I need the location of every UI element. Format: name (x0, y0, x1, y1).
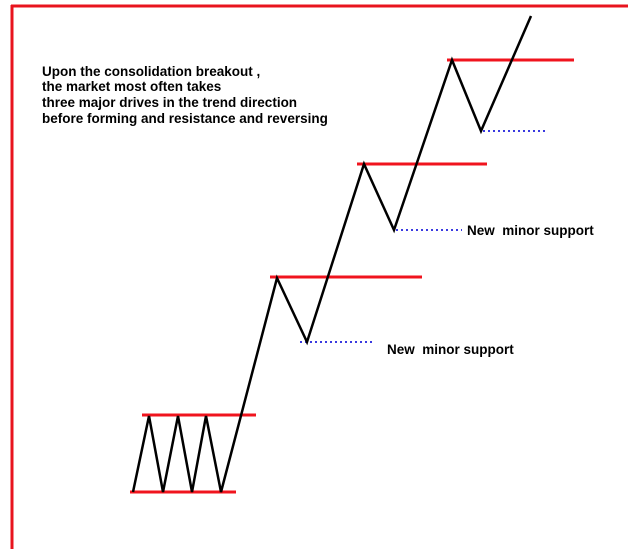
description-line: the market most often takes (42, 79, 221, 94)
support-lines (300, 130, 545, 343)
support-label: New minor support (387, 342, 514, 357)
resistance-lines (130, 58, 574, 494)
support-label: New minor support (467, 223, 594, 238)
description-line: Upon the consolidation breakout , (42, 64, 260, 79)
price-path (131, 15, 533, 493)
description-line: before forming and resistance and revers… (42, 111, 328, 126)
description-line: three major drives in the trend directio… (42, 95, 297, 110)
